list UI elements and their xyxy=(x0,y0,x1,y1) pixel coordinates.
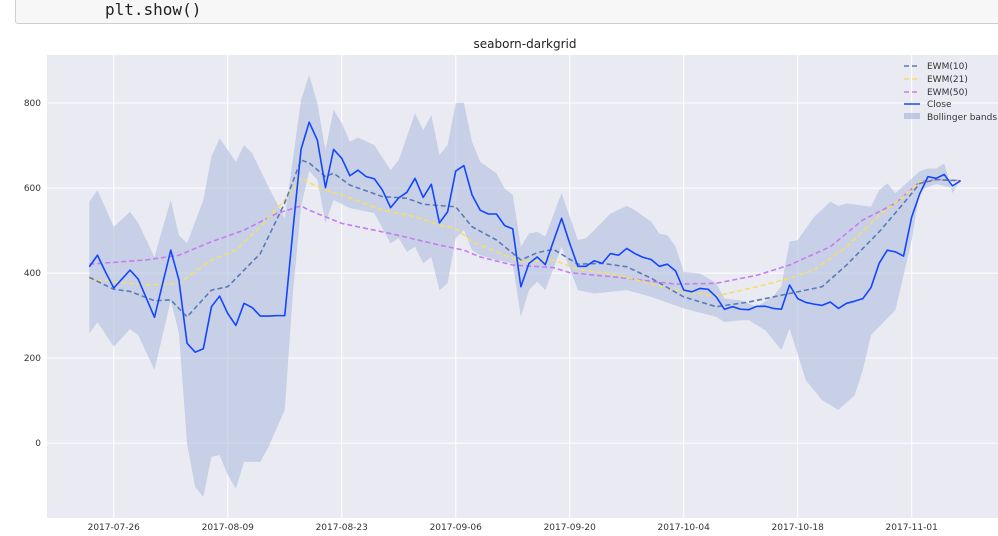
x-tick-label: 2017-10-18 xyxy=(772,523,825,533)
legend-label-bands: Bollinger bands xyxy=(927,113,997,123)
x-tick-label: 2017-09-06 xyxy=(430,523,483,533)
x-tick-label: 2017-09-20 xyxy=(544,523,597,533)
y-tick-label: 0 xyxy=(35,439,41,449)
legend-label-close: Close xyxy=(927,100,952,110)
x-tick-label: 2017-11-01 xyxy=(886,523,938,533)
x-tick-label: 2017-08-23 xyxy=(316,523,368,533)
legend: EWM(10) EWM(21) EWM(50) Close Bollinger … xyxy=(904,62,997,123)
close-line xyxy=(88,121,961,353)
x-tick-label: 2017-10-04 xyxy=(658,523,711,533)
legend-label-ewm21: EWM(21) xyxy=(927,75,968,85)
bollinger-bands xyxy=(89,74,961,497)
ewm10-line xyxy=(88,159,961,318)
legend-swatch-bands xyxy=(904,113,920,119)
ewm50-line xyxy=(89,178,961,285)
legend-label-ewm50: EWM(50) xyxy=(927,88,968,98)
legend-label-ewm10: EWM(10) xyxy=(927,62,968,72)
tick-labels: 0 200 400 600 800 2017-07-26 2017-08-09 2017-08… xyxy=(24,99,938,533)
x-tick-label: 2017-07-26 xyxy=(88,523,141,533)
chart-title: seaborn-darkgrid xyxy=(474,37,577,51)
y-tick-label: 600 xyxy=(24,184,41,194)
y-tick-label: 800 xyxy=(24,99,41,109)
ewm21-line xyxy=(89,177,961,297)
x-tick-label: 2017-08-09 xyxy=(202,523,255,533)
y-tick-label: 400 xyxy=(24,269,41,279)
y-tick-label: 200 xyxy=(24,354,41,364)
bollinger-band-area xyxy=(89,74,961,497)
code-cell[interactable]: plt.show() xyxy=(15,0,998,24)
series-lines xyxy=(88,121,961,353)
code-text: plt.show() xyxy=(105,0,202,19)
